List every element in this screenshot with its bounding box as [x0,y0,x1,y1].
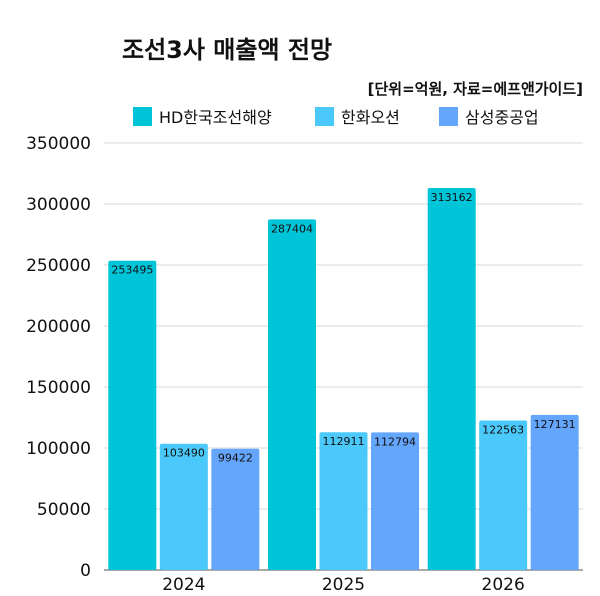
x-axis: 2024 2025 2026 [162,575,525,595]
y-tick-label: 350000 [26,134,91,154]
legend-label: 한화오션 [341,108,400,127]
y-tick-label: 200000 [26,317,91,337]
chart-title: 조선3사 매출액 전망 [122,36,332,64]
bar [530,414,579,570]
y-tick-label: 100000 [26,439,91,459]
bars: 253495 103490 99422 287404 112911 112794 31316… [108,187,579,570]
legend-swatch [315,107,334,126]
bar [371,432,419,570]
bar [159,443,208,570]
bar-value-label: 127131 [534,418,576,431]
y-axis: 0 50000 100000 150000 200000 250000 300000 3500… [26,134,91,581]
bar-value-label: 99422 [218,452,253,465]
bar-value-label: 253495 [111,264,153,277]
bar-value-label: 112911 [323,435,365,448]
y-tick-label: 300000 [26,195,91,215]
y-tick-label: 150000 [26,378,91,398]
bar-value-label: 313162 [431,191,473,204]
legend-label: 삼성중공업 [465,108,539,127]
legend-swatch [133,107,152,126]
legend-label: HD한국조선해양 [159,108,272,127]
x-tick-label: 2025 [322,575,365,595]
x-tick-label: 2026 [482,575,525,595]
bar [479,420,528,570]
legend: HD한국조선해양 한화오션 삼성중공업 [133,107,539,127]
bar [268,219,316,570]
bar-value-label: 103490 [163,447,205,460]
legend-swatch [439,107,458,126]
bar-value-label: 287404 [271,222,313,235]
y-tick-label: 250000 [26,256,91,276]
x-tick-label: 2024 [162,575,205,595]
bar [108,260,157,570]
chart-subtitle: [단위=억원, 자료=에프앤가이드] [368,80,583,98]
y-tick-label: 50000 [37,500,91,520]
bar [211,448,260,570]
y-tick-label: 0 [80,561,91,581]
bar-value-label: 122563 [482,423,524,436]
bar-value-label: 112794 [374,435,416,448]
bar [319,432,368,570]
bar [427,187,476,570]
